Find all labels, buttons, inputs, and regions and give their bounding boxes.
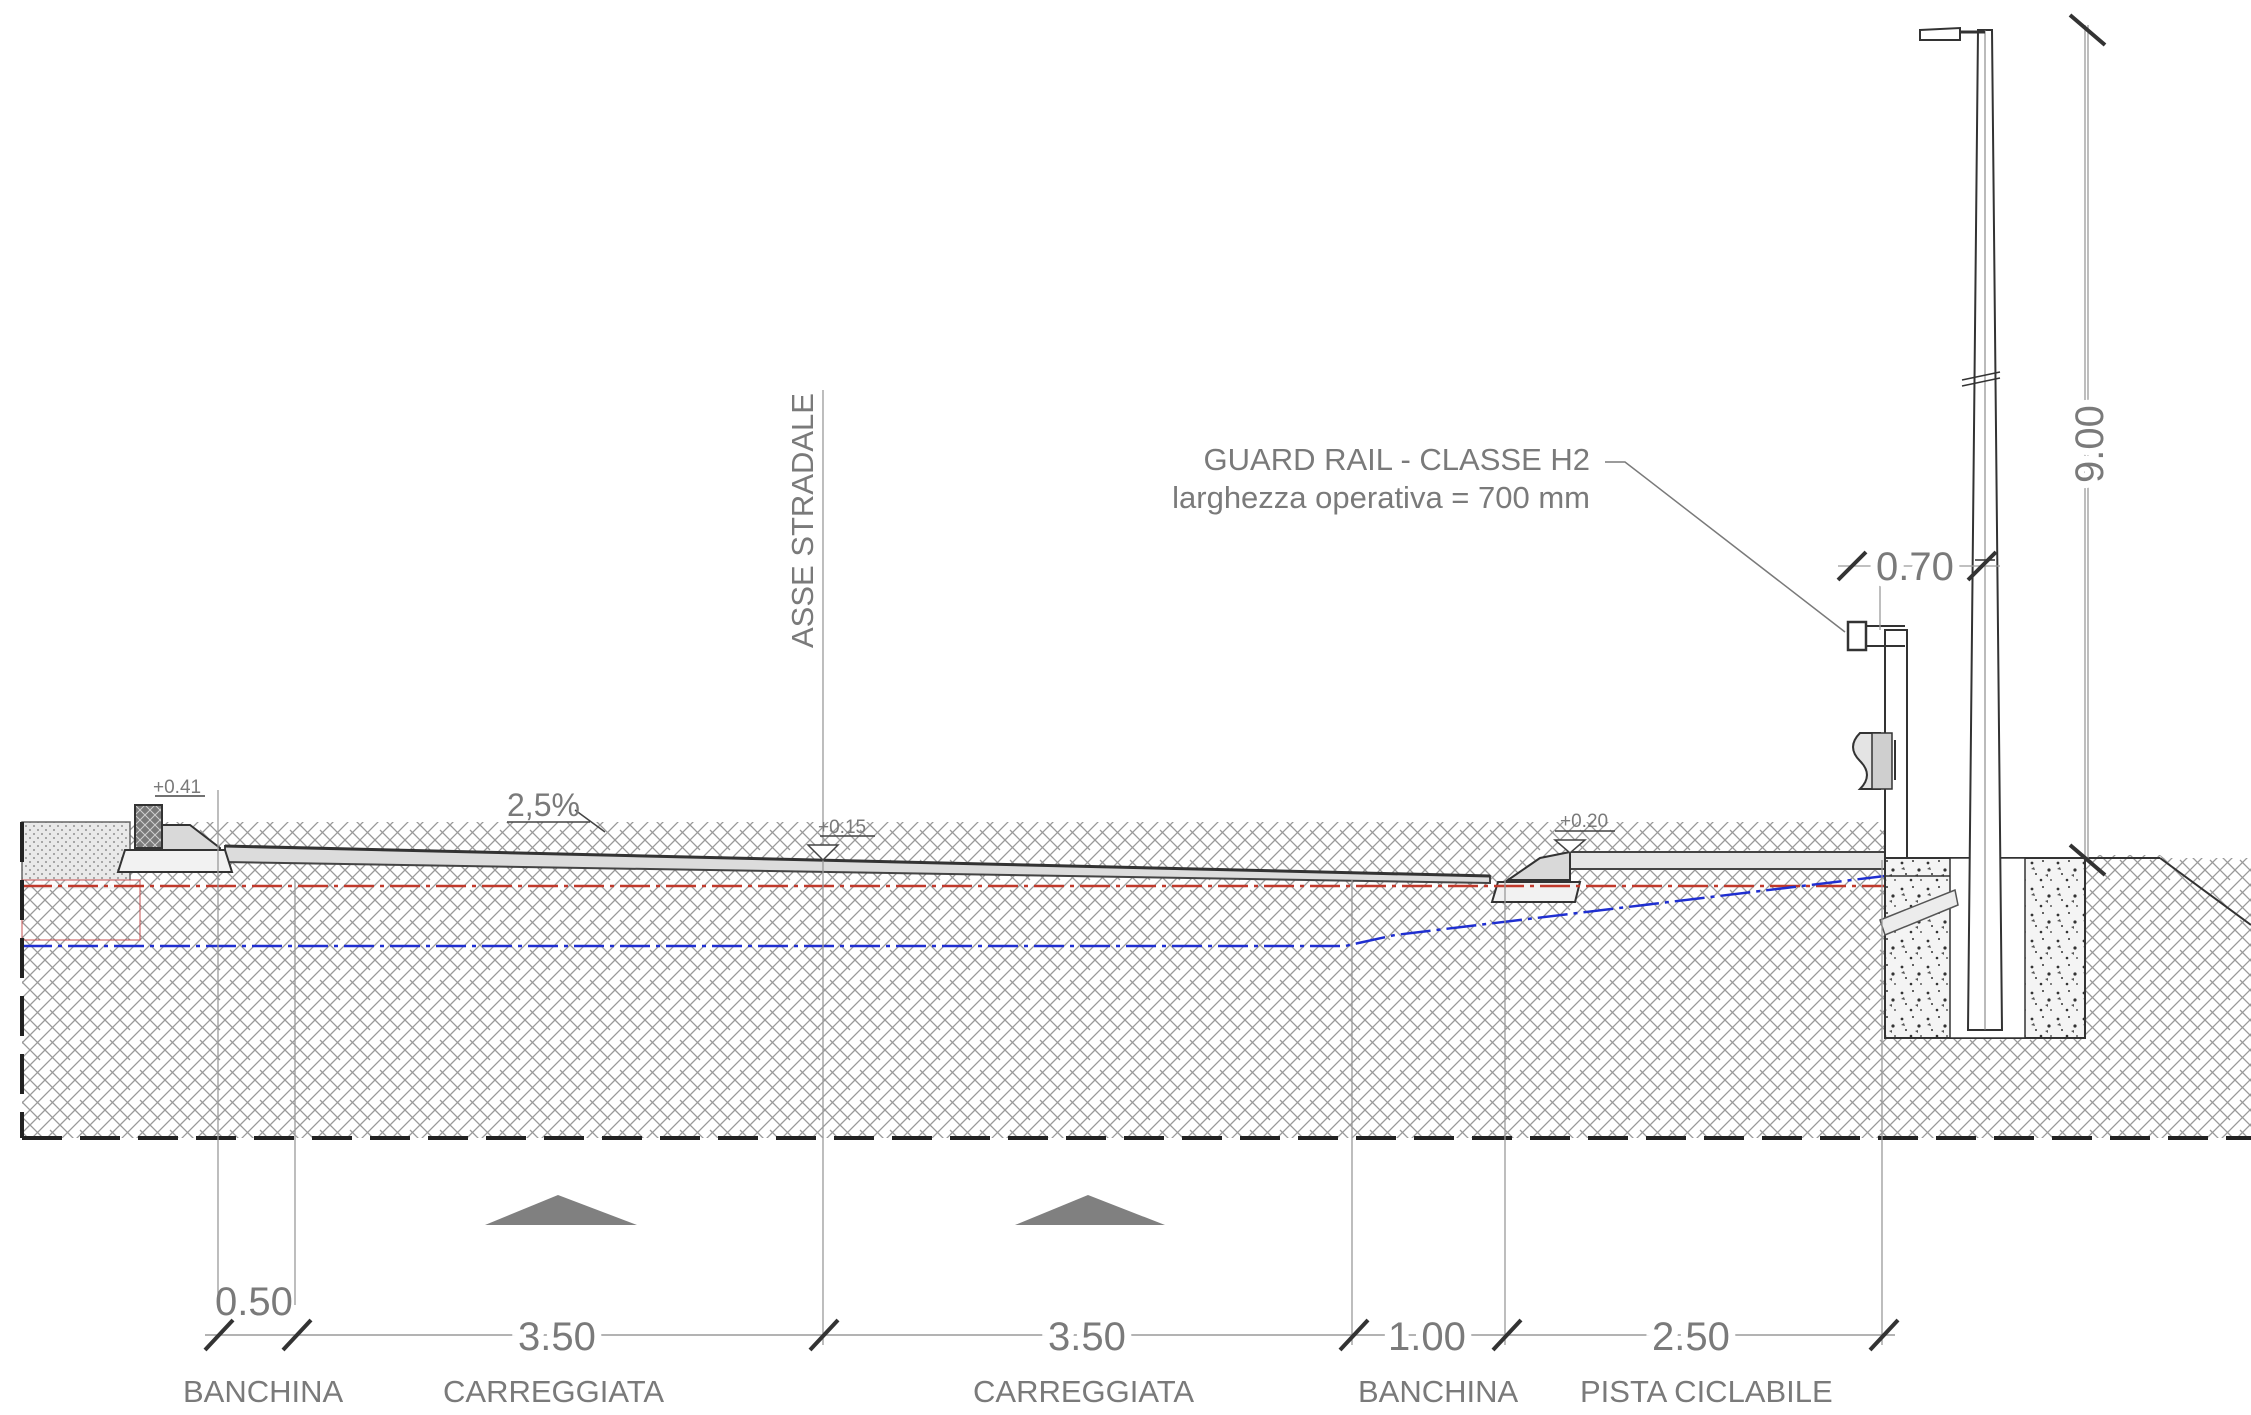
dim-banchina-left: 0.50 <box>215 1280 293 1324</box>
boundary-dashes <box>20 822 2251 1140</box>
elevation-center: +0.15 <box>818 817 866 838</box>
dim-guard-rail: 0.70 <box>1876 545 1954 589</box>
light-pole <box>1919 26 2004 1031</box>
reference-lines <box>217 25 2086 1345</box>
label-banchina-left: BANCHINA <box>183 1374 344 1409</box>
dim-banchina-right: 1.00 <box>1388 1315 1466 1359</box>
guard-rail-leader <box>1605 461 1846 633</box>
elevation-right: +0.20 <box>1560 811 1608 832</box>
slope-marker <box>507 809 606 833</box>
utility-lines <box>22 874 1886 948</box>
guard-rail-subtitle: larghezza operativa = 700 mm <box>1172 480 1590 515</box>
dim-pista-ciclabile: 2.50 <box>1652 1315 1730 1359</box>
ground-fill <box>21 821 2251 1138</box>
dim-pole-height: 9.00 <box>2068 405 2112 483</box>
label-carreggiata-2: CARREGGIATA <box>973 1374 1194 1409</box>
guard-rail <box>1846 620 1908 859</box>
dimension-chain <box>203 1318 1900 1352</box>
label-banchina-right: BANCHINA <box>1358 1374 1519 1409</box>
traffic-arrow-1 <box>485 1195 637 1225</box>
guard-rail-title: GUARD RAIL - CLASSE H2 <box>1204 442 1590 477</box>
pole-height-dimension <box>2068 13 2107 877</box>
guard-rail-dimension <box>1836 550 2000 582</box>
elevation-left: +0.41 <box>153 777 201 798</box>
elevation-markers <box>155 795 1615 862</box>
left-curb <box>116 804 234 873</box>
slope-label: 2,5% <box>507 787 580 823</box>
axis-label: ASSE STRADALE <box>785 393 820 648</box>
dim-carreggiata-2: 3.50 <box>1048 1315 1126 1359</box>
label-pista-ciclabile: PISTA CICLABILE <box>1580 1374 1833 1409</box>
dim-carreggiata-1: 3.50 <box>518 1315 596 1359</box>
traffic-arrow-2 <box>1015 1195 1165 1225</box>
label-carreggiata-1: CARREGGIATA <box>443 1374 664 1409</box>
